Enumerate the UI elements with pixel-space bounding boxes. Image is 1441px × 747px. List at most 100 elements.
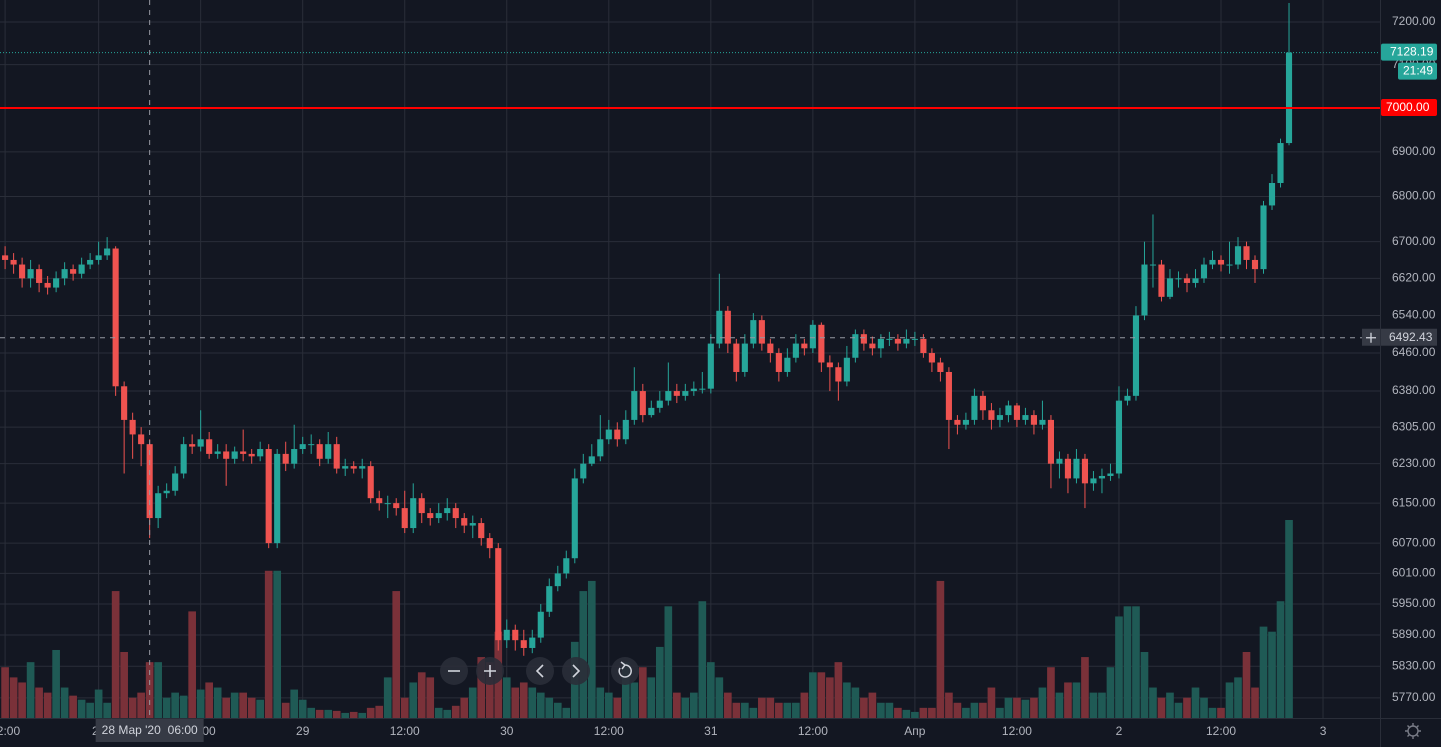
volume-bar <box>885 702 894 718</box>
candle-body <box>206 439 213 454</box>
volume-bar <box>1072 682 1081 718</box>
add-alert-button[interactable] <box>1362 328 1380 346</box>
chevron-right-icon <box>572 664 581 678</box>
volume-bar <box>1030 697 1038 718</box>
candle-body <box>129 419 136 435</box>
volume-bar <box>630 682 639 718</box>
candle-body <box>121 386 128 420</box>
volume-bar <box>672 692 681 718</box>
last-price-label: 7128.19 <box>1390 45 1434 59</box>
volume-bar <box>77 699 86 718</box>
candle-body <box>1268 183 1276 206</box>
candle-body <box>138 434 145 445</box>
candle-body <box>614 429 621 440</box>
volume-bar <box>366 707 375 718</box>
candle-body <box>1166 278 1174 297</box>
volume-bar <box>655 646 664 718</box>
candle-body <box>1226 264 1233 266</box>
volume-bar <box>52 649 60 718</box>
candle-body <box>231 451 238 459</box>
volume-bar <box>962 707 970 718</box>
candle-body <box>945 371 952 420</box>
candle-body <box>877 338 884 349</box>
volume-bar <box>26 662 35 718</box>
y-tick-label: 6380.00 <box>1392 383 1436 397</box>
volume-bar <box>443 709 452 718</box>
candle-body <box>1022 415 1029 420</box>
volume-bar <box>979 702 987 718</box>
volume-bar <box>919 707 928 718</box>
y-tick-label: 5890.00 <box>1392 627 1436 641</box>
candle-body <box>1158 264 1165 297</box>
x-tick-label: 30 <box>500 724 514 738</box>
volume-bar <box>1 667 9 718</box>
candle-body <box>971 395 978 420</box>
candle-body <box>189 444 196 447</box>
candle-body <box>537 611 544 638</box>
volume-bar <box>894 707 902 718</box>
candle-body <box>1005 405 1012 416</box>
y-tick-label: 7200.00 <box>1392 14 1436 28</box>
candle-body <box>1081 458 1089 484</box>
zoom-out-button[interactable] <box>440 657 468 685</box>
volume-bar <box>1047 667 1055 718</box>
candle-body <box>308 444 315 446</box>
reset-button[interactable] <box>611 657 639 685</box>
candle-body <box>1115 400 1123 474</box>
scroll-right-button[interactable] <box>562 657 590 685</box>
candle-body <box>265 449 272 544</box>
candle-body <box>418 498 425 514</box>
candle-body <box>78 264 85 274</box>
y-tick-label: 6150.00 <box>1392 495 1436 509</box>
candle-body <box>699 388 706 390</box>
y-tick-label: 6700.00 <box>1392 234 1436 248</box>
volume-bar <box>162 697 171 718</box>
volume-bar <box>383 677 392 718</box>
volume-bar <box>511 687 520 718</box>
candle-body <box>1030 415 1037 425</box>
volume-bar <box>409 682 418 718</box>
volume-bar <box>94 689 103 718</box>
volume-bar <box>69 695 77 718</box>
volume-bar <box>290 689 299 718</box>
y-tick-label: 6010.00 <box>1392 566 1436 580</box>
volume-bar <box>1166 692 1174 718</box>
x-tick-label: 3 <box>1320 724 1327 738</box>
button-bg <box>526 657 554 685</box>
scroll-left-button[interactable] <box>526 657 554 685</box>
volume-bar <box>860 697 868 718</box>
candle-body <box>801 343 808 349</box>
candle-body <box>792 343 799 358</box>
volume-bar <box>103 702 111 718</box>
candle-body <box>860 334 867 344</box>
price-line-label: 7000.00 <box>1386 100 1430 114</box>
volume-bar <box>128 697 137 718</box>
candle-body <box>639 391 646 416</box>
x-tick-label: 12:00 <box>594 724 624 738</box>
volume-bar <box>1200 697 1208 718</box>
zoom-in-button[interactable] <box>476 657 504 685</box>
y-tick-label: 6305.00 <box>1392 419 1436 433</box>
candle-body <box>469 523 476 526</box>
volume-bar <box>1208 707 1217 718</box>
candle-body <box>631 391 638 420</box>
volume-bar <box>843 682 851 718</box>
volume-bar <box>120 652 128 718</box>
x-tick-label: 12:00 <box>798 724 828 738</box>
candle-body <box>384 503 391 505</box>
candle-body <box>1124 395 1131 401</box>
candle-body <box>988 410 995 420</box>
chevron-left-icon <box>535 664 544 678</box>
volume-bar <box>1038 687 1047 718</box>
y-tick-label: 6230.00 <box>1392 456 1436 470</box>
volume-bar <box>188 611 196 718</box>
settings-button[interactable] <box>1405 723 1421 739</box>
candle-body <box>95 255 102 260</box>
candle-body <box>826 362 833 368</box>
candle-body <box>554 573 561 587</box>
volume-bar <box>783 702 792 718</box>
candle-body <box>214 451 221 454</box>
candle-body <box>954 419 961 425</box>
volume-bar <box>1183 697 1191 718</box>
